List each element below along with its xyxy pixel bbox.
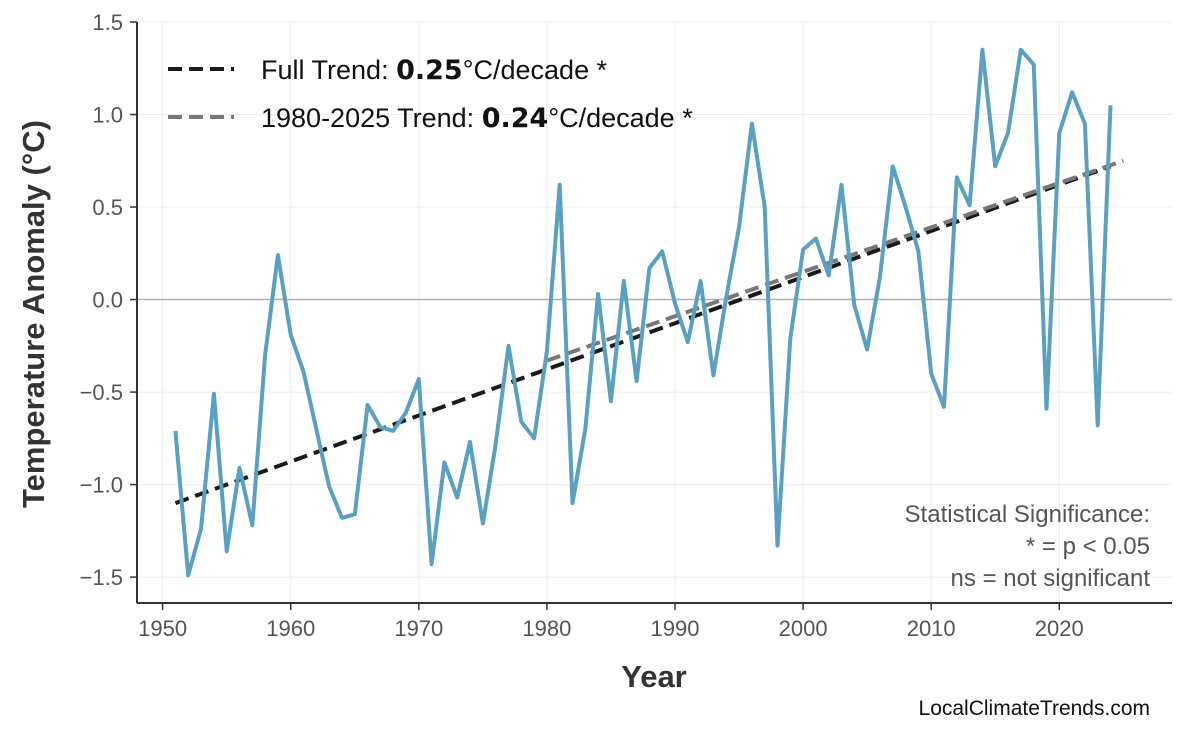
note-line-2: * = p < 0.05 <box>1026 533 1150 560</box>
ticks: 1950 1960 1970 1980 1990 2000 2010 2020 −1.5 −1.0… <box>80 10 1084 641</box>
legend: Full Trend: 0.25°C/decade * 1980-2025 Tr… <box>168 55 693 134</box>
x-tick-label: 1980 <box>522 616 571 641</box>
series <box>173 47 1113 578</box>
y-tick-label: −1.0 <box>80 473 123 498</box>
y-tick-label: −0.5 <box>80 380 123 405</box>
y-tick-label: 0.5 <box>92 195 123 220</box>
y-axis-label: Temperature Anomaly (°C) <box>16 120 51 508</box>
legend-entry-1980-trend: 1980-2025 Trend: 0.24°C/decade * <box>261 103 693 134</box>
recent-trend-line <box>546 158 1124 363</box>
x-tick-label: 1970 <box>394 616 443 641</box>
x-tick-label: 1990 <box>651 616 700 641</box>
x-tick-label: 1960 <box>266 616 315 641</box>
y-tick-label: 1.0 <box>92 103 123 128</box>
significance-note: Statistical Significance: * = p < 0.05 n… <box>905 501 1151 592</box>
axes <box>136 22 1172 604</box>
note-line-1: Statistical Significance: <box>905 501 1150 528</box>
x-tick-label: 2020 <box>1035 616 1084 641</box>
legend-entry-full-trend: Full Trend: 0.25°C/decade * <box>261 55 608 86</box>
anomaly-line <box>173 47 1113 578</box>
note-line-3: ns = not significant <box>951 565 1151 592</box>
x-tick-label: 1950 <box>138 616 187 641</box>
x-axis-label: Year <box>621 659 687 694</box>
watermark: LocalClimateTrends.com <box>919 697 1150 720</box>
trend-lines <box>174 158 1124 505</box>
y-tick-label: 1.5 <box>92 10 123 35</box>
x-tick-label: 2000 <box>779 616 828 641</box>
x-tick-label: 2010 <box>907 616 956 641</box>
y-tick-label: 0.0 <box>92 288 123 313</box>
y-tick-label: −1.5 <box>80 565 123 590</box>
